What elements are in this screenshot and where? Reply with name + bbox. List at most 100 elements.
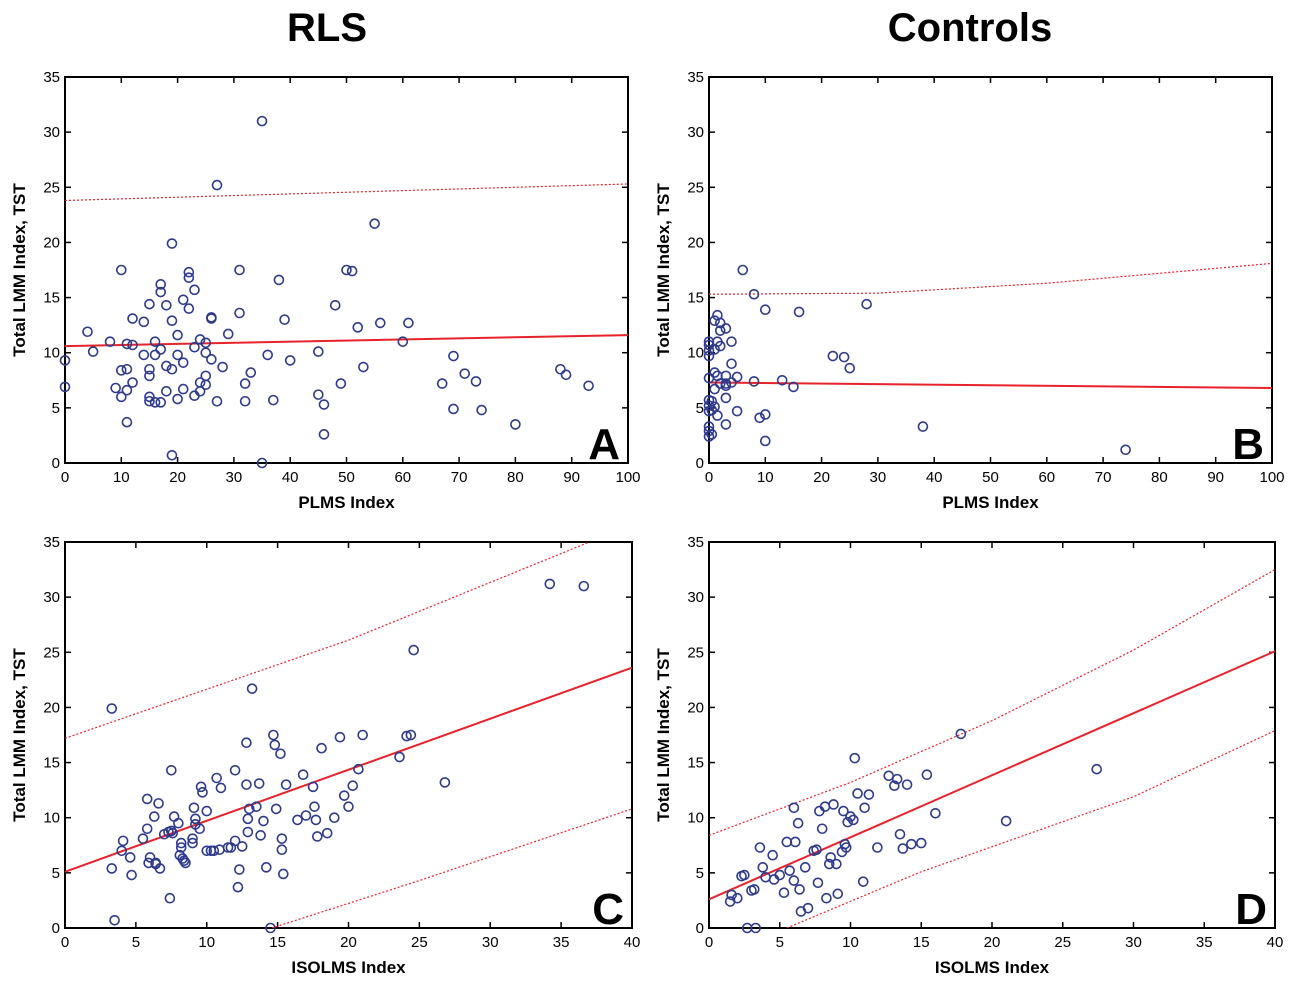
panel-d: 0 5 10 15 20 25 30 35 40 0 5 10 15 20 25 30 35 ISOLMS Ind…: [654, 534, 1283, 977]
panel-d-data-point: [872, 842, 883, 853]
panel-a-xtick-label: 10: [113, 469, 130, 486]
panel-a-data-point: [121, 416, 133, 428]
panel-a-data-point: [144, 370, 155, 382]
panel-b-ytick-label: 0: [696, 455, 704, 472]
panel-c-data-point: [166, 764, 177, 776]
panel-b-fit-line: [709, 381, 1272, 390]
panel-a-data-point: [116, 391, 127, 403]
panel-c-data-point: [307, 781, 319, 793]
panel-d-data-point: [852, 788, 863, 799]
panel-c-data-point: [154, 863, 166, 874]
panel-a-data-point: [183, 303, 195, 314]
panel-a-data-point: [239, 395, 251, 407]
panel-a-data-point: [211, 179, 223, 191]
panel-a-ytick-label: 30: [43, 124, 60, 141]
panel-a-data-point: [470, 376, 482, 387]
panel-d-xtick-label: 5: [776, 934, 784, 951]
panel-c-data-point: [338, 790, 350, 801]
panel-d-ytick-label: 10: [687, 810, 704, 827]
panel-c-data-point: [280, 779, 292, 790]
panel-a-data-point: [177, 357, 189, 368]
panel-c-data-point: [275, 748, 286, 760]
panel-a-data-point: [200, 370, 212, 382]
panel-c-data-point: [126, 869, 137, 881]
panel-c-data-point: [141, 823, 153, 835]
panel-a-data-point: [284, 355, 296, 366]
panel-c-data-point: [439, 777, 451, 788]
panel-c-ytick-label: 15: [43, 755, 60, 772]
panel-a-data-point: [127, 339, 138, 351]
panel-c-data-point: [258, 815, 269, 827]
panel-a-data-point: [144, 363, 155, 375]
panel-d-data-point: [825, 852, 836, 863]
panel-a-data-point: [116, 264, 127, 276]
panel-c-data-point: [357, 729, 368, 741]
panel-c-plot-area: [65, 542, 632, 928]
panel-c-data-point: [166, 825, 177, 837]
panel-c-ytick-label: 25: [43, 644, 60, 661]
panel-a-data-point: [149, 336, 161, 347]
panel-c-data-point: [276, 844, 288, 855]
panel-a-band-upper: [65, 183, 628, 202]
panel-c-xtick-label: 10: [198, 934, 215, 951]
panel-a-data-point: [313, 346, 324, 357]
panel-b-xlabel: PLMS Index: [942, 493, 1039, 512]
panel-d-data-point: [921, 769, 933, 781]
panel-d-data-point: [831, 858, 842, 870]
panel-c-data-point: [137, 833, 149, 844]
panel-b-data-point: [709, 315, 720, 327]
panel-d-data-point: [828, 799, 839, 810]
panel-c-data-point: [343, 801, 354, 812]
panel-b-data-point: [759, 304, 771, 316]
panel-c-data-point: [178, 855, 190, 867]
panel-b-xtick-label: 0: [705, 469, 713, 486]
panel-c-data-point: [353, 763, 364, 775]
panel-c-data-point: [117, 835, 129, 847]
panel-c-data-point: [229, 835, 241, 847]
panel-a-data-point: [59, 355, 71, 366]
panel-c-data-point: [276, 833, 288, 844]
panel-a-data-point: [127, 313, 138, 324]
panel-c-data-point: [208, 845, 220, 857]
panel-a-data-point: [166, 363, 178, 375]
panel-b-plot-area: [709, 262, 1272, 390]
panel-b-data-point: [759, 409, 771, 420]
panel-a-data-point: [144, 391, 155, 403]
panel-c-data-point: [270, 803, 282, 815]
panel-c-data-point: [347, 780, 359, 792]
panel-c-data-point: [201, 805, 213, 817]
panel-b-data-point: [712, 410, 723, 421]
panel-a-xtick-label: 30: [226, 469, 243, 486]
panel-d-data-point: [859, 802, 870, 814]
panel-d-xtick-label: 35: [1196, 934, 1213, 951]
panel-a-data-point: [110, 382, 121, 394]
panel-a-data-point: [403, 317, 414, 329]
panel-d-data-point: [739, 869, 750, 881]
panel-d-data-point: [832, 888, 844, 900]
panel-d-data-point: [857, 876, 869, 887]
panel-c-data-point: [214, 844, 225, 855]
panel-c-ytick-label: 30: [43, 589, 60, 606]
panel-d-data-point: [823, 858, 835, 870]
panel-a-data-point: [436, 378, 448, 389]
panel-b-ytick-label: 35: [687, 69, 704, 86]
panel-a-data-point: [177, 383, 189, 395]
panel-c: 0 5 10 15 20 25 30 35 40 0 5 10 15 20 25 30 35 ISOLMS Ind…: [10, 534, 640, 977]
panel-d-data-point: [812, 877, 824, 889]
panel-a-data-point: [583, 380, 594, 392]
panel-b-data-point: [737, 264, 749, 276]
panel-d-data-point: [889, 780, 900, 792]
column-title-rls: RLS: [287, 6, 367, 50]
panel-c-data-point: [246, 683, 258, 694]
panel-c-data-point: [195, 781, 207, 793]
panel-c-band-upper: [65, 542, 590, 739]
panel-a-data-point: [161, 360, 172, 372]
panel-b-xtick-label: 10: [757, 469, 774, 486]
panel-c-data-point: [321, 827, 333, 839]
panel-c-data-point: [187, 837, 198, 849]
panel-b-ytick-label: 15: [687, 290, 704, 307]
panel-a-data-point: [206, 354, 217, 365]
panel-c-data-point: [167, 827, 179, 839]
panel-d-plot-area: [709, 569, 1275, 928]
